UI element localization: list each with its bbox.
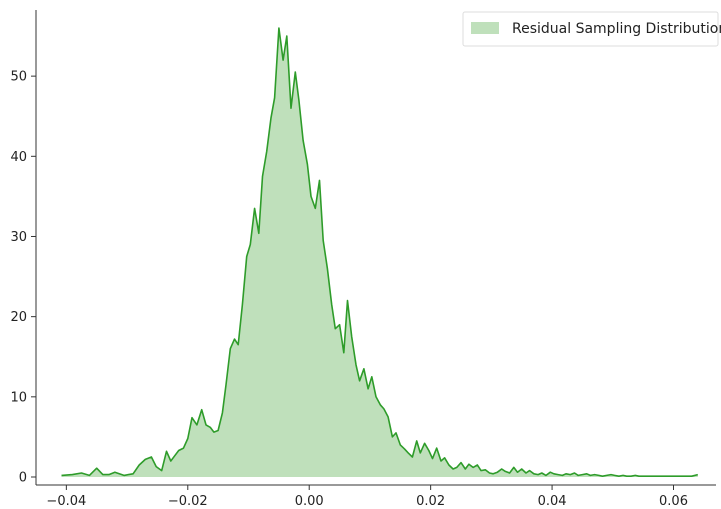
y-tick-label: 20 bbox=[10, 310, 27, 325]
legend-swatch bbox=[471, 22, 499, 34]
density-line bbox=[61, 27, 699, 477]
x-tick-label: 0.00 bbox=[295, 494, 324, 509]
y-tick-label: 10 bbox=[10, 390, 27, 405]
y-tick-label: 50 bbox=[10, 70, 27, 85]
y-axis-ticks: 0 10 20 30 40 50 bbox=[10, 70, 36, 486]
legend-box bbox=[462, 11, 719, 47]
y-tick-label: 40 bbox=[10, 150, 27, 165]
density-area-fill bbox=[61, 28, 698, 477]
x-tick-label: 0.02 bbox=[416, 494, 445, 509]
x-tick-label: 0.06 bbox=[659, 494, 688, 509]
x-tick-label: −0.02 bbox=[168, 494, 208, 509]
y-tick-label: 0 bbox=[19, 471, 27, 486]
y-tick-label: 30 bbox=[10, 230, 27, 245]
plot-area bbox=[61, 27, 699, 477]
x-tick-label: 0.04 bbox=[538, 494, 567, 509]
legend-label: Residual Sampling Distribution bbox=[512, 21, 721, 37]
x-axis-ticks: −0.04 −0.02 0.00 0.02 0.04 0.06 bbox=[46, 485, 688, 509]
x-tick-label: −0.04 bbox=[46, 494, 86, 509]
legend: Residual Sampling Distribution bbox=[462, 11, 721, 47]
